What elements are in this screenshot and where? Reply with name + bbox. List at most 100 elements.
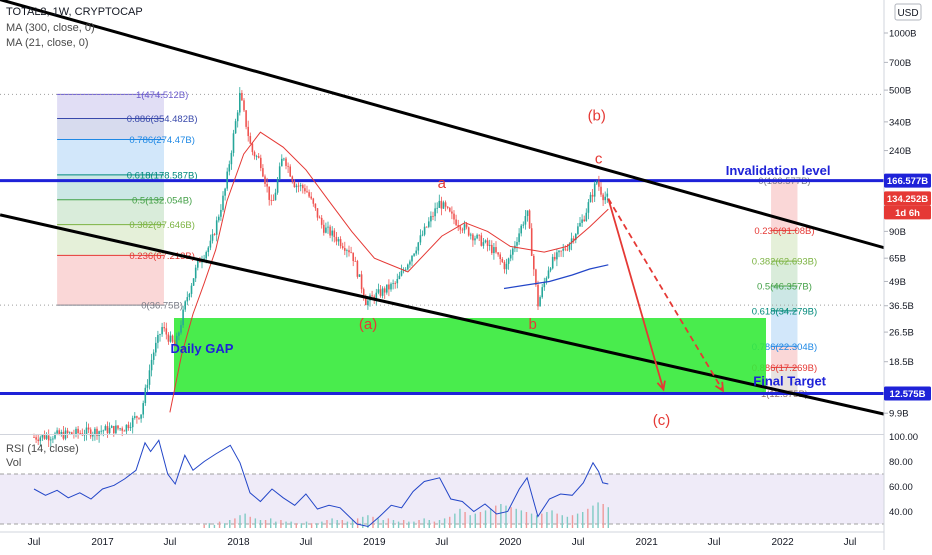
candle-body — [276, 179, 279, 193]
candle-body — [293, 181, 296, 188]
candle-body — [352, 252, 354, 262]
vol-legend[interactable]: Vol — [6, 457, 22, 469]
volume-bar — [459, 508, 461, 528]
volume-bar — [387, 518, 390, 528]
candle-body — [333, 230, 336, 238]
volume-bar — [275, 521, 277, 528]
volume-bar — [607, 507, 609, 528]
candle-body — [136, 416, 138, 418]
candle-body — [568, 243, 571, 250]
candle-body — [283, 158, 285, 160]
projection-dashed-line[interactable] — [607, 198, 724, 392]
price-label-text: 134.252B — [887, 194, 928, 205]
candle-body — [249, 136, 252, 144]
candle-body — [539, 297, 541, 307]
candle-body — [339, 239, 342, 247]
candle-body — [85, 427, 88, 435]
rsi-axis-ticks: 100.00 80.00 60.00 40.00 — [889, 432, 918, 518]
fib-level-label: 0.886(354.482B) — [127, 114, 198, 125]
volume-bar — [285, 521, 287, 528]
candle-body — [289, 166, 291, 177]
candle-body — [358, 274, 361, 277]
volume-bar — [525, 512, 528, 528]
fib-zone — [57, 118, 164, 140]
candle-body — [56, 430, 58, 434]
candle-body — [39, 437, 42, 442]
candle-body — [207, 247, 210, 253]
volume-bar — [264, 520, 267, 528]
candle-body — [113, 425, 115, 434]
price-label-text: 166.577B — [887, 176, 928, 187]
candle-body — [213, 234, 216, 236]
volume-bar — [469, 515, 471, 528]
annotations: Invalidation level Final Target Daily GAP (… — [171, 108, 831, 429]
candle-body — [551, 256, 554, 269]
candle-body — [218, 216, 220, 221]
candle-body — [457, 225, 459, 227]
candle-body — [176, 335, 178, 347]
ma300-legend[interactable]: MA (300, close, 0) — [6, 22, 95, 34]
rsi-legend[interactable]: RSI (14, close) — [6, 443, 79, 455]
candle-body — [197, 259, 199, 268]
candle-body — [157, 334, 159, 343]
candle-body — [41, 434, 44, 438]
candle-body — [236, 112, 239, 122]
candle-body — [129, 427, 132, 429]
ma21-legend[interactable]: MA (21, close, 0) — [6, 37, 89, 49]
candle-body — [505, 263, 508, 270]
candle-body — [304, 188, 306, 192]
candle-body — [547, 270, 550, 278]
candle-body — [388, 284, 390, 290]
annotation-label: Daily GAP — [171, 341, 234, 356]
candle-body — [329, 226, 331, 236]
volume-bar — [546, 512, 548, 528]
fib-level-label: 0.382(97.646B) — [129, 220, 195, 231]
candle-body — [234, 121, 237, 134]
volume-bar — [566, 516, 569, 528]
volume-bar — [413, 521, 415, 528]
currency-selector[interactable]: USD — [894, 3, 922, 21]
candle-body — [54, 433, 56, 439]
volume-bar — [556, 513, 558, 528]
upper-channel-line[interactable] — [0, 0, 892, 252]
candle-body — [230, 152, 233, 165]
candle-body — [398, 275, 401, 280]
candle-body — [255, 156, 258, 157]
symbol-title[interactable]: TOTAL2, 1W, CRYPTOCAP — [6, 6, 143, 18]
annotation-label: b — [529, 316, 537, 333]
candle-body — [268, 186, 270, 200]
candle-body — [400, 270, 403, 276]
candle-body — [335, 237, 338, 242]
candle-body — [89, 429, 92, 437]
candle-body — [148, 370, 151, 385]
lower-channel-line[interactable] — [0, 213, 892, 418]
volume-bar — [397, 521, 400, 528]
annotation-label: (b) — [588, 108, 606, 125]
candle-body — [178, 332, 180, 336]
candle-body — [66, 430, 69, 433]
candle-body — [486, 240, 489, 246]
volume-bar — [449, 516, 451, 528]
candle-body — [152, 352, 155, 360]
candle-body — [371, 295, 373, 297]
annotation-label: (a) — [359, 316, 377, 333]
candle-body — [556, 252, 558, 260]
candle-body — [461, 229, 464, 231]
candle-body — [117, 425, 119, 429]
volume-bar — [428, 520, 430, 528]
candle-body — [526, 210, 529, 216]
candle-body — [417, 242, 420, 251]
projection-solid-arrowhead — [656, 380, 666, 392]
price-label-text: 12.575B — [890, 389, 926, 400]
volume-bar — [259, 520, 262, 528]
volume-bar — [223, 523, 226, 528]
candle-body — [451, 211, 453, 214]
candle-body — [325, 227, 327, 233]
candle-body — [119, 428, 121, 430]
candle-body — [266, 183, 268, 187]
candle-body — [572, 238, 575, 240]
candle-body — [396, 279, 399, 284]
projection-solid-line[interactable] — [607, 198, 665, 390]
